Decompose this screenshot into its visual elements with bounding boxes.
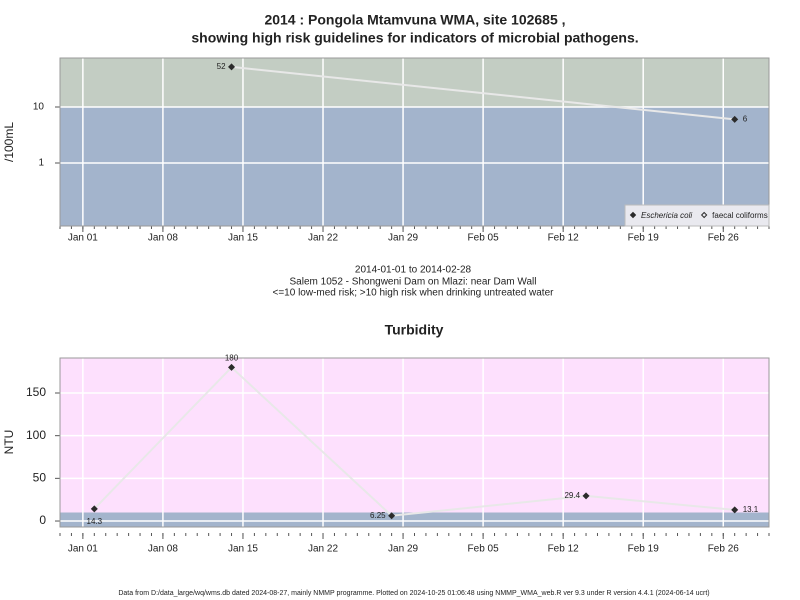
- value-label: 6.25: [370, 511, 386, 520]
- x-tick-label: Feb 05: [468, 233, 500, 244]
- x-tick-label: Jan 08: [148, 233, 178, 244]
- y-tick-label: 10: [33, 102, 45, 113]
- x-tick-label: Jan 01: [68, 233, 98, 244]
- y-axis-label: /100mL: [2, 122, 16, 162]
- x-tick-label: Jan 22: [308, 233, 338, 244]
- value-label: 13.1: [743, 505, 759, 514]
- legend-marker: [629, 211, 637, 219]
- x-tick-label: Jan 29: [388, 544, 418, 555]
- value-label: 180: [225, 353, 239, 362]
- plot-frame: [59, 57, 770, 227]
- note: <=10 low-med risk; >10 high risk when dr…: [273, 288, 555, 299]
- x-tick-label: Jan 08: [148, 544, 178, 555]
- value-label: 29.4: [564, 491, 580, 500]
- point: [582, 492, 590, 500]
- legend-label: faecal coliforms: [712, 211, 768, 220]
- x-tick-label: Feb 26: [708, 233, 740, 244]
- x-tick-label: Feb 12: [548, 544, 580, 555]
- y-tick-label: 100: [26, 428, 46, 442]
- x-tick-label: Jan 15: [228, 544, 258, 555]
- y-tick-label: 0: [39, 513, 46, 527]
- x-tick-label: Feb 19: [628, 544, 660, 555]
- plot-frame: [59, 357, 770, 528]
- x-tick-label: Jan 22: [308, 544, 338, 555]
- chart-subtitle: showing high risk guidelines for indicat…: [191, 30, 638, 46]
- value-label: 14.3: [87, 517, 103, 526]
- band-high: [60, 58, 769, 108]
- point: [90, 505, 98, 513]
- point: [228, 363, 236, 371]
- y-axis-label: NTU: [2, 430, 16, 455]
- note: 2014-01-01 to 2014-02-28: [355, 265, 472, 276]
- legend-marker: [700, 211, 708, 219]
- chart-title: 2014 : Pongola Mtamvuna WMA, site 102685…: [264, 12, 565, 28]
- value-label: 52: [217, 62, 226, 71]
- band-low: [60, 512, 769, 527]
- footer: Data from D:/data_large/wq/wms.db dated …: [118, 590, 709, 597]
- x-tick-label: Feb 26: [708, 544, 740, 555]
- note: Salem 1052 - Shongweni Dam on Mlazi: nea…: [290, 277, 537, 288]
- point: [228, 63, 236, 71]
- line: [231, 65, 735, 121]
- y-tick-label: 1: [38, 158, 44, 169]
- x-tick-label: Feb 19: [628, 233, 660, 244]
- legend-box: [624, 204, 770, 227]
- value-label: 6: [743, 115, 748, 124]
- chart-title: Turbidity: [385, 322, 444, 338]
- point: [731, 506, 739, 514]
- y-tick-label: 50: [33, 471, 47, 485]
- x-tick-label: Feb 12: [548, 233, 580, 244]
- x-tick-label: Feb 05: [468, 544, 500, 555]
- point: [731, 115, 739, 123]
- legend-label: Eschericia coli: [641, 211, 692, 220]
- x-tick-label: Jan 15: [228, 233, 258, 244]
- x-tick-label: Jan 01: [68, 544, 98, 555]
- point: [388, 512, 396, 520]
- x-tick-label: Jan 29: [388, 233, 418, 244]
- y-tick-label: 150: [26, 385, 46, 399]
